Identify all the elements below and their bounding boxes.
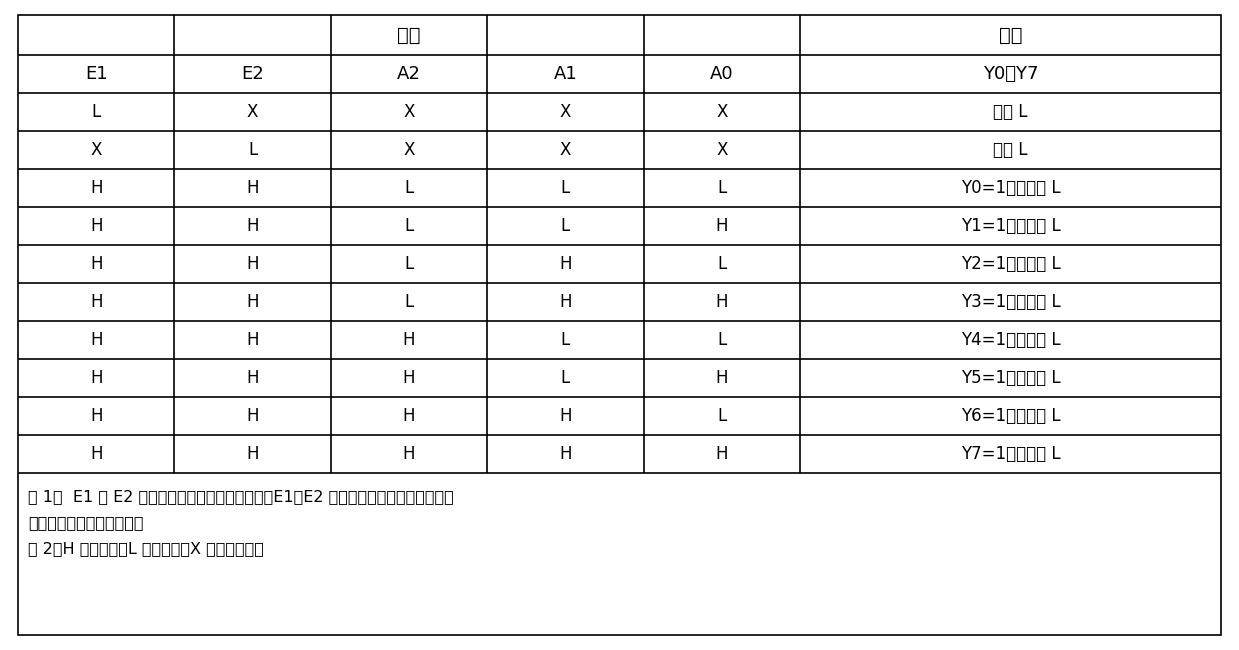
Text: Y1=1，其余为 L: Y1=1，其余为 L [960, 217, 1061, 235]
Text: H: H [247, 407, 259, 425]
Text: L: L [248, 141, 258, 159]
Text: L: L [404, 179, 414, 197]
Text: L: L [561, 369, 570, 387]
Text: X: X [716, 141, 727, 159]
Text: H: H [716, 445, 729, 463]
Text: H: H [247, 255, 259, 273]
Text: Y6=1，其余为 L: Y6=1，其余为 L [960, 407, 1061, 425]
Text: A0: A0 [710, 65, 733, 83]
Text: H: H [90, 255, 103, 273]
Text: X: X [716, 103, 727, 121]
Text: Y0=1，其余为 L: Y0=1，其余为 L [960, 179, 1061, 197]
Text: H: H [716, 217, 729, 235]
Text: L: L [404, 255, 414, 273]
Text: Y2=1，其余为 L: Y2=1，其余为 L [960, 255, 1061, 273]
Text: Y4=1，其余为 L: Y4=1，其余为 L [960, 331, 1061, 349]
Text: H: H [559, 293, 571, 311]
Text: L: L [717, 255, 726, 273]
Text: H: H [90, 369, 103, 387]
Text: H: H [247, 445, 259, 463]
Text: H: H [90, 407, 103, 425]
Text: X: X [560, 103, 571, 121]
Text: L: L [561, 331, 570, 349]
Text: H: H [90, 293, 103, 311]
Text: H: H [559, 407, 571, 425]
Text: 注 2：H 为高电平，L 为低电平，X 为任意状态。: 注 2：H 为高电平，L 为低电平，X 为任意状态。 [28, 541, 264, 556]
Text: A2: A2 [396, 65, 421, 83]
Text: H: H [247, 179, 259, 197]
Text: 全为 L: 全为 L [994, 103, 1027, 121]
Text: H: H [90, 179, 103, 197]
Text: L: L [561, 179, 570, 197]
Text: L: L [717, 407, 726, 425]
Text: H: H [403, 407, 415, 425]
Text: H: H [403, 369, 415, 387]
Text: X: X [404, 103, 415, 121]
Text: E2: E2 [242, 65, 264, 83]
Text: Y0～Y7: Y0～Y7 [983, 65, 1038, 83]
Text: H: H [716, 293, 729, 311]
Text: H: H [403, 445, 415, 463]
Text: 全为 L: 全为 L [994, 141, 1027, 159]
Text: Y7=1，其余为 L: Y7=1，其余为 L [960, 445, 1061, 463]
Text: L: L [717, 179, 726, 197]
Text: H: H [403, 331, 415, 349]
Text: L: L [404, 217, 414, 235]
Text: H: H [247, 331, 259, 349]
Text: H: H [247, 369, 259, 387]
Text: H: H [247, 217, 259, 235]
Text: E1: E1 [85, 65, 108, 83]
Text: L: L [404, 293, 414, 311]
Text: H: H [90, 217, 103, 235]
Text: H: H [559, 255, 571, 273]
Text: H: H [716, 369, 729, 387]
Text: Y5=1，其余为 L: Y5=1，其余为 L [960, 369, 1061, 387]
Text: 为高电平，其余为低电平。: 为高电平，其余为低电平。 [28, 515, 144, 530]
Text: 输出: 输出 [999, 25, 1022, 44]
Text: Y3=1，其余为 L: Y3=1，其余为 L [960, 293, 1061, 311]
Text: X: X [247, 103, 258, 121]
Text: L: L [717, 331, 726, 349]
Text: X: X [404, 141, 415, 159]
Text: 输入: 输入 [398, 25, 421, 44]
Text: X: X [560, 141, 571, 159]
Text: L: L [561, 217, 570, 235]
Text: L: L [92, 103, 100, 121]
Text: A1: A1 [554, 65, 577, 83]
Text: H: H [559, 445, 571, 463]
Text: H: H [90, 331, 103, 349]
Text: 注 1：  E1 或 E2 为低电平时，输出全为低电平；E1、E2 都为高电平时，所选中的输出: 注 1： E1 或 E2 为低电平时，输出全为低电平；E1、E2 都为高电平时，… [28, 489, 453, 504]
Text: X: X [90, 141, 102, 159]
Text: H: H [90, 445, 103, 463]
Text: H: H [247, 293, 259, 311]
